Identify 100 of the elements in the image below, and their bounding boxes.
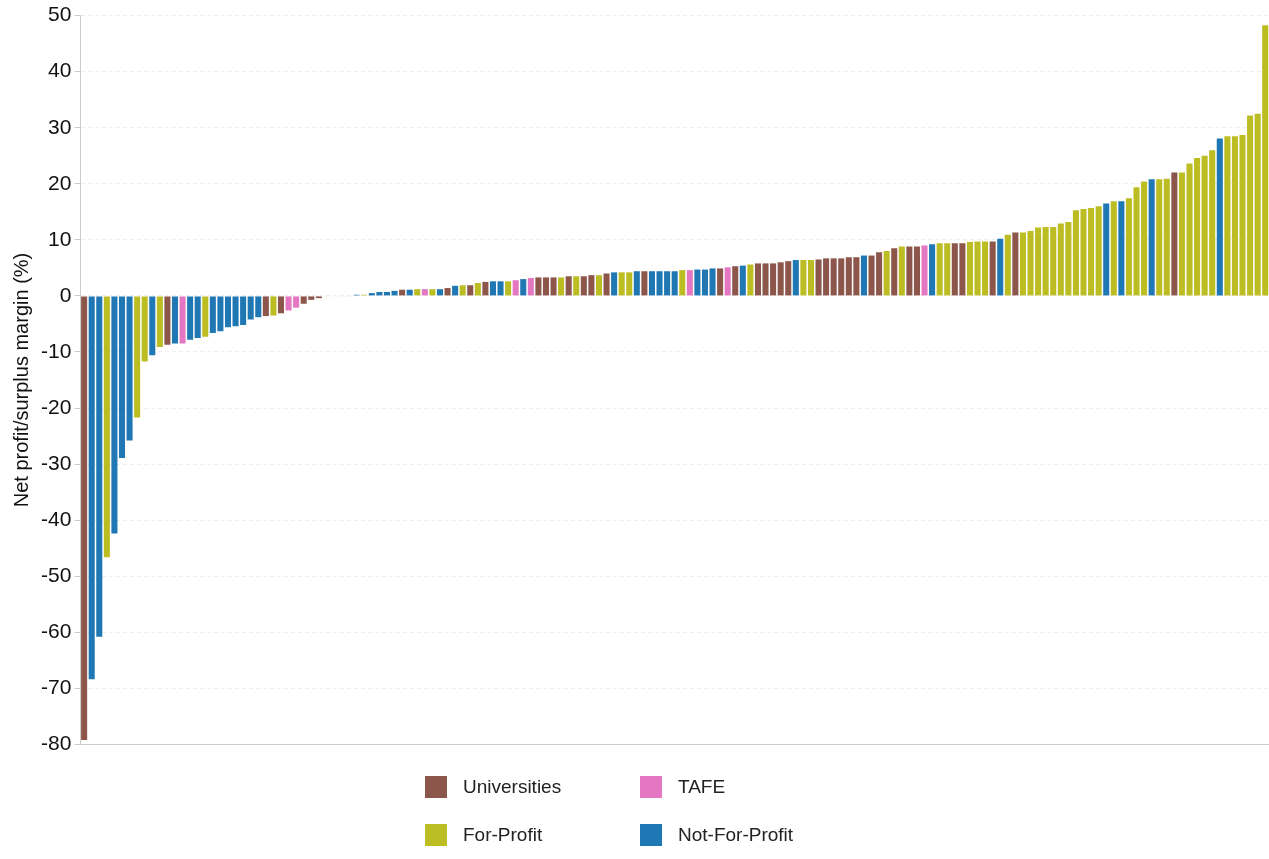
bar — [860, 255, 867, 296]
bar — [535, 277, 542, 296]
bar — [156, 296, 163, 347]
bar — [807, 260, 814, 296]
bar — [429, 289, 436, 296]
bar — [709, 268, 716, 296]
y-tick-label: 30 — [47, 114, 72, 138]
y-axis-title: Net profit/surplus margin (%) — [9, 252, 32, 508]
bar — [891, 248, 898, 296]
bar — [1148, 179, 1155, 296]
bar — [202, 296, 209, 337]
bar — [558, 277, 565, 296]
bar — [792, 260, 799, 296]
bar — [883, 251, 890, 296]
legend-label: For-Profit — [463, 824, 543, 846]
bar — [467, 285, 474, 296]
bar — [1224, 136, 1231, 296]
bar — [701, 269, 708, 296]
bar — [1156, 179, 1163, 296]
bar — [747, 264, 754, 296]
bar — [671, 271, 678, 296]
bar — [906, 246, 913, 296]
bar — [542, 277, 549, 296]
bar — [1118, 201, 1125, 296]
bar — [270, 296, 277, 316]
bar — [141, 296, 148, 362]
bar — [489, 281, 496, 296]
bar — [717, 268, 724, 296]
bar — [1103, 203, 1110, 296]
bar — [527, 277, 534, 296]
bar — [164, 296, 171, 345]
bar — [913, 246, 920, 296]
bar — [262, 296, 269, 317]
y-tick-label: -30 — [40, 450, 72, 474]
bar — [452, 285, 459, 296]
y-tick-label: -20 — [40, 394, 72, 418]
bar — [800, 260, 807, 296]
bar — [595, 275, 602, 296]
bar — [1163, 178, 1170, 296]
bar — [149, 296, 156, 356]
legend-label: TAFE — [678, 776, 726, 798]
bar — [118, 296, 126, 458]
y-tick-label: 10 — [47, 226, 72, 250]
bar — [1012, 232, 1019, 296]
bar — [732, 266, 739, 296]
bar — [179, 296, 186, 344]
bar — [1216, 138, 1223, 296]
bar — [929, 244, 936, 296]
bar — [921, 245, 928, 296]
legend-label: Universities — [463, 776, 562, 798]
y-tick-label: -50 — [40, 563, 72, 587]
bar — [505, 281, 512, 296]
bar — [997, 238, 1004, 296]
bar — [474, 283, 481, 296]
bar — [194, 296, 201, 338]
bar — [111, 296, 118, 534]
bar — [565, 276, 572, 296]
bar — [1095, 206, 1102, 296]
bar — [512, 280, 519, 296]
bar — [421, 289, 428, 296]
bar — [81, 296, 88, 740]
bar — [459, 285, 466, 296]
bar — [444, 288, 451, 296]
y-tick-label: -40 — [40, 506, 72, 530]
bar — [1110, 201, 1117, 296]
bar — [520, 279, 527, 296]
bar — [694, 269, 701, 296]
bar — [611, 272, 618, 296]
bar — [1004, 234, 1011, 296]
bar — [739, 265, 746, 296]
y-tick-label: 40 — [47, 58, 72, 82]
bar — [1171, 172, 1178, 296]
bar — [603, 273, 610, 296]
bar — [126, 296, 133, 441]
bar — [573, 276, 580, 296]
bar — [103, 296, 110, 558]
y-tick-label: -70 — [40, 675, 72, 699]
bar — [277, 296, 285, 314]
y-tick-label: -80 — [40, 731, 72, 755]
bar — [482, 281, 489, 296]
bar — [989, 241, 996, 296]
bar — [497, 281, 504, 296]
bar — [134, 296, 141, 418]
bar — [187, 296, 194, 340]
y-tick-label: -10 — [40, 338, 72, 362]
bar — [898, 246, 905, 296]
bar — [686, 270, 693, 296]
y-tick-label: 50 — [47, 2, 72, 26]
y-tick-label: 20 — [47, 170, 72, 194]
y-tick-label: -60 — [40, 619, 72, 643]
bar — [224, 296, 232, 328]
bar — [550, 277, 557, 296]
bar — [633, 271, 640, 296]
y-tick-label: 0 — [59, 282, 72, 306]
bar — [724, 267, 731, 296]
bar — [641, 271, 648, 296]
bar — [171, 296, 179, 344]
bar — [679, 270, 686, 296]
bar — [648, 271, 655, 296]
legend-label: Not-For-Profit — [678, 824, 794, 846]
